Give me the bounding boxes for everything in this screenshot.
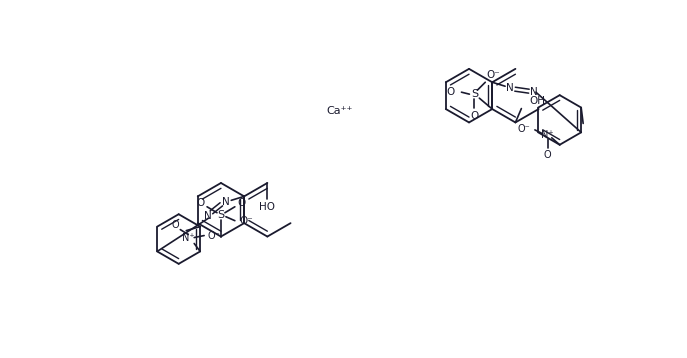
- Text: O: O: [470, 111, 478, 121]
- Text: O⁻: O⁻: [239, 216, 253, 226]
- Text: O⁻: O⁻: [486, 70, 500, 80]
- Text: O: O: [238, 198, 246, 208]
- Text: S: S: [471, 89, 478, 99]
- Text: HO: HO: [260, 202, 275, 212]
- Text: O: O: [447, 87, 455, 97]
- Text: O⁻: O⁻: [517, 124, 530, 134]
- Text: S: S: [217, 210, 225, 220]
- Text: N: N: [506, 83, 514, 93]
- Text: Ca⁺⁺: Ca⁺⁺: [327, 106, 353, 116]
- Text: O: O: [544, 150, 552, 160]
- Text: N: N: [530, 87, 538, 97]
- Text: O: O: [172, 220, 179, 229]
- Text: N: N: [203, 211, 212, 221]
- Text: O⁻: O⁻: [207, 231, 221, 241]
- Text: N: N: [223, 197, 230, 207]
- Text: N⁺: N⁺: [182, 233, 194, 242]
- Text: N⁺: N⁺: [541, 130, 554, 140]
- Text: OH: OH: [529, 96, 545, 106]
- Text: O: O: [196, 198, 204, 208]
